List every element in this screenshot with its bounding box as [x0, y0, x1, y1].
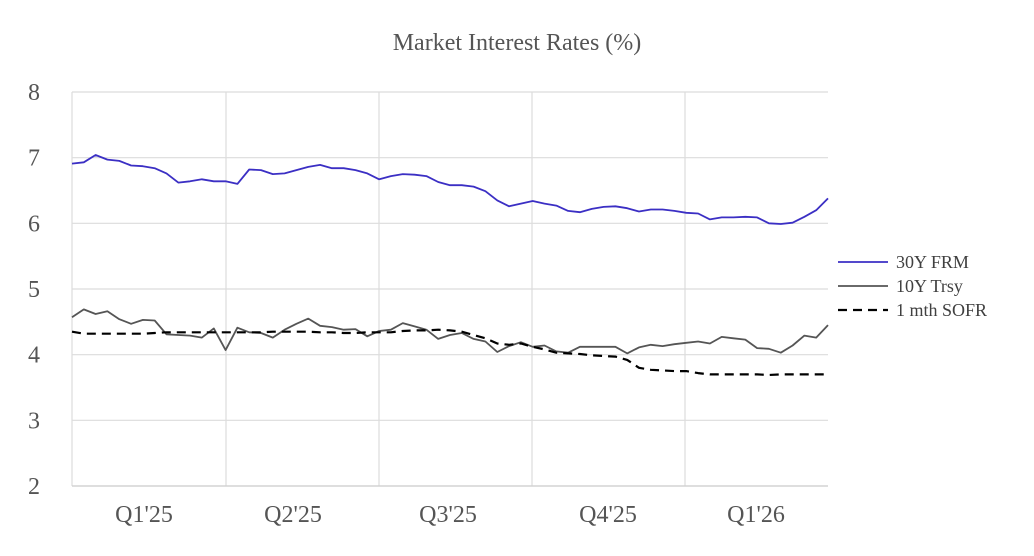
y-tick-label: 8	[28, 80, 40, 106]
y-tick-label: 5	[28, 277, 40, 303]
grid	[71, 91, 828, 487]
x-tick-label: Q3'25	[419, 502, 477, 528]
legend-label: 30Y FRM	[896, 252, 969, 272]
legend: 30Y FRM 10Y Trsy 1 mth SOFR	[838, 252, 987, 320]
y-tick-label: 4	[28, 343, 40, 369]
y-tick-label: 3	[28, 408, 40, 434]
x-tick-label: Q1'26	[727, 502, 785, 528]
x-axis-ticks: Q1'25 Q2'25 Q3'25 Q4'25 Q1'26	[115, 502, 785, 528]
y-axis-ticks: 2 3 4 5 6 7 8	[28, 80, 40, 500]
x-tick-label: Q2'25	[264, 502, 322, 528]
series-lines	[71, 154, 829, 377]
series-line-2	[71, 328, 828, 377]
chart-title: Market Interest Rates (%)	[393, 30, 642, 56]
x-tick-label: Q1'25	[115, 502, 173, 528]
series-line-1	[71, 308, 829, 355]
legend-label: 10Y Trsy	[896, 276, 963, 296]
x-tick-label: Q4'25	[579, 502, 637, 528]
series-line-0	[71, 154, 829, 225]
y-tick-label: 2	[28, 474, 40, 500]
y-tick-label: 7	[28, 146, 40, 172]
y-tick-label: 6	[28, 211, 40, 237]
legend-label: 1 mth SOFR	[896, 300, 987, 320]
